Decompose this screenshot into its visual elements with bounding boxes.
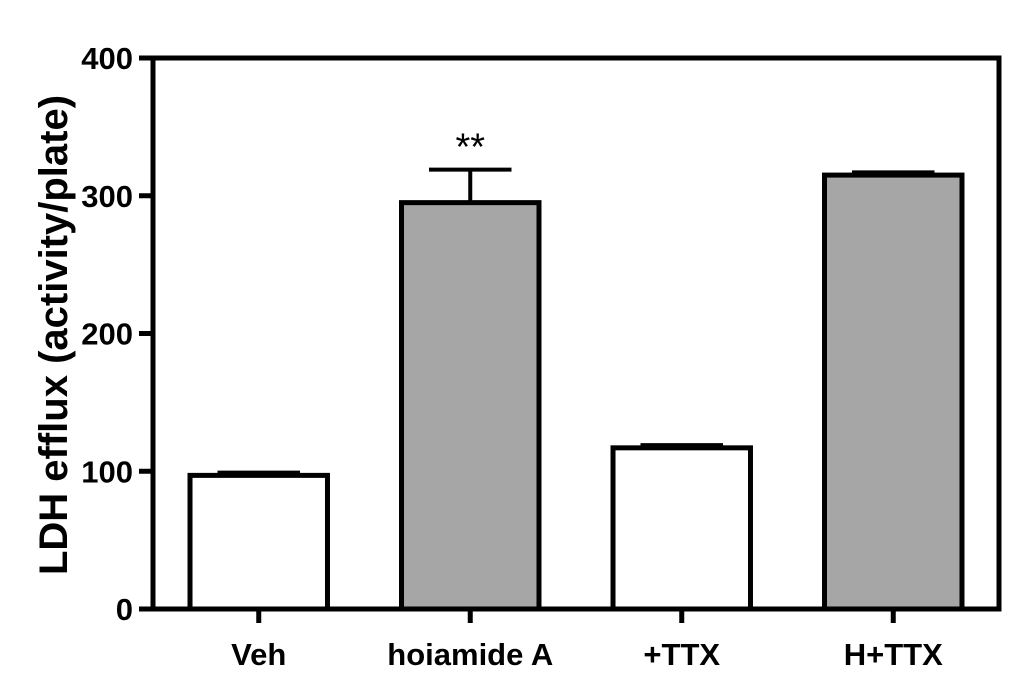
significance-annotation: ** bbox=[455, 127, 485, 169]
plot-frame bbox=[150, 55, 1002, 612]
y-axis-title: LDH efflux (activity/plate) bbox=[32, 95, 76, 575]
y-tick-label: 400 bbox=[81, 41, 133, 76]
bar-2 bbox=[610, 445, 753, 612]
x-tick-label: H+TTX bbox=[844, 637, 943, 672]
error-bars bbox=[217, 167, 935, 476]
bars bbox=[187, 172, 965, 612]
y-tick-label: 100 bbox=[81, 454, 133, 489]
bar-1 bbox=[399, 200, 542, 612]
x-tick-label: hoiamide A bbox=[387, 637, 553, 672]
y-tick-label: 200 bbox=[81, 317, 133, 352]
y-tick-label: 0 bbox=[116, 592, 133, 627]
x-axis-labels: Veh hoiamide A +TTX H+TTX bbox=[231, 609, 943, 672]
bar-3 bbox=[822, 172, 965, 612]
annotations: ** bbox=[455, 127, 485, 169]
x-tick-label: +TTX bbox=[643, 637, 720, 672]
x-tick-label: Veh bbox=[231, 637, 286, 672]
y-tick-label: 300 bbox=[81, 179, 133, 214]
bar-0 bbox=[187, 472, 330, 612]
y-axis-ticks: 0 100 200 300 400 bbox=[81, 41, 153, 627]
